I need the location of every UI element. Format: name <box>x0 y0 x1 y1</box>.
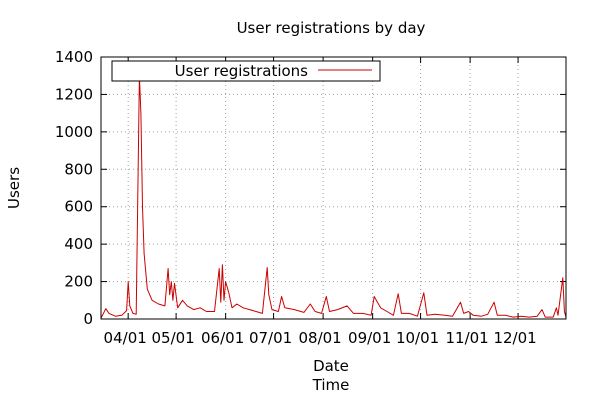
chart-title: User registrations by day <box>237 19 426 37</box>
y-tick-label: 800 <box>64 160 93 178</box>
y-tick-label: 600 <box>64 198 93 216</box>
x-tick-label: 07/01 <box>249 329 292 347</box>
x-tick-label: 06/01 <box>201 329 244 347</box>
y-tick-label: 400 <box>64 235 93 253</box>
x-tick-label: 04/01 <box>104 329 147 347</box>
y-axis-ticks: 0 200 400 600 800 1000 1200 1400 <box>55 48 566 328</box>
legend-label: User registrations <box>175 62 309 80</box>
y-tick-label: 1000 <box>55 123 93 141</box>
x-axis-label: Date <box>313 357 349 375</box>
x-tick-label: 09/01 <box>348 329 391 347</box>
plot-frame <box>100 56 567 320</box>
x-tick-label: 08/01 <box>298 329 341 347</box>
y-tick-label: 200 <box>64 273 93 291</box>
y-axis-label: Users <box>5 167 23 209</box>
x-tick-label: 05/01 <box>151 329 194 347</box>
legend: User registrations <box>111 60 381 82</box>
gridlines <box>101 57 566 319</box>
x-tick-label: 11/01 <box>446 329 489 347</box>
y-tick-label: 1400 <box>55 48 93 66</box>
x-tick-label: 12/01 <box>493 329 536 347</box>
legend-box <box>111 60 381 82</box>
x-axis-label-secondary: Time <box>312 376 350 394</box>
x-axis-ticks: 04/01 05/01 06/01 07/01 08/01 09/01 10/01 11/01… <box>104 57 537 347</box>
x-tick-label: 10/01 <box>396 329 439 347</box>
y-tick-label: 0 <box>83 310 93 328</box>
series-line-user-registrations <box>100 75 567 319</box>
y-tick-label: 1200 <box>55 85 93 103</box>
